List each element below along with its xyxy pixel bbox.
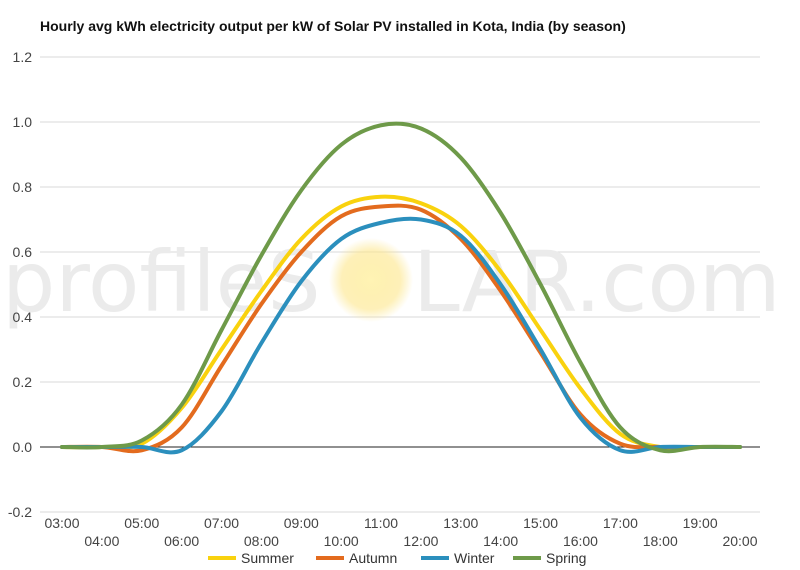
y-tick-label: 0.8 — [13, 179, 33, 195]
x-tick-label: 14:00 — [483, 533, 518, 549]
x-tick-label: 12:00 — [403, 533, 438, 549]
x-tick-label: 04:00 — [84, 533, 119, 549]
x-tick-label: 10:00 — [324, 533, 359, 549]
x-tick-label: 11:00 — [364, 515, 398, 531]
y-axis-ticks: -0.2 0.0 0.2 0.4 0.6 0.8 1.0 1.2 — [8, 49, 32, 520]
legend: Summer Autumn Winter Spring — [208, 550, 586, 566]
watermark-sun-logo — [329, 238, 413, 322]
y-tick-label: 0.2 — [13, 374, 33, 390]
y-tick-label: 0.4 — [13, 309, 33, 325]
legend-label-spring: Spring — [546, 550, 586, 566]
series-lines — [60, 121, 742, 455]
x-tick-label: 09:00 — [284, 515, 319, 531]
x-tick-label: 20:00 — [722, 533, 757, 549]
legend-label-autumn: Autumn — [349, 550, 397, 566]
watermark: profileS LAR.com — [2, 233, 781, 331]
x-tick-label: 13:00 — [443, 515, 478, 531]
series-line-winter — [60, 216, 742, 455]
series-line-spring — [60, 121, 742, 454]
x-tick-label: 05:00 — [124, 515, 159, 531]
x-tick-label: 08:00 — [244, 533, 279, 549]
legend-label-winter: Winter — [454, 550, 495, 566]
x-tick-label: 17:00 — [603, 515, 638, 531]
x-tick-label: 18:00 — [643, 533, 678, 549]
legend-label-summer: Summer — [241, 550, 294, 566]
y-tick-label: 1.2 — [13, 49, 33, 65]
y-tick-label: 0.0 — [13, 439, 33, 455]
series-line-autumn — [60, 203, 742, 454]
x-tick-label: 07:00 — [204, 515, 239, 531]
x-tick-label: 03:00 — [44, 515, 79, 531]
x-tick-label: 19:00 — [683, 515, 718, 531]
x-tick-label: 16:00 — [563, 533, 598, 549]
y-tick-label: 1.0 — [13, 114, 33, 130]
y-tick-label: -0.2 — [8, 504, 32, 520]
chart-title: Hourly avg kWh electricity output per kW… — [40, 18, 626, 34]
x-tick-label: 15:00 — [523, 515, 558, 531]
x-axis-ticks: 03:00 04:00 05:00 06:00 07:00 08:00 09:00 10:00… — [44, 515, 757, 549]
y-tick-label: 0.6 — [13, 244, 33, 260]
x-tick-label: 06:00 — [164, 533, 199, 549]
watermark-text-left: profileS — [2, 233, 321, 331]
